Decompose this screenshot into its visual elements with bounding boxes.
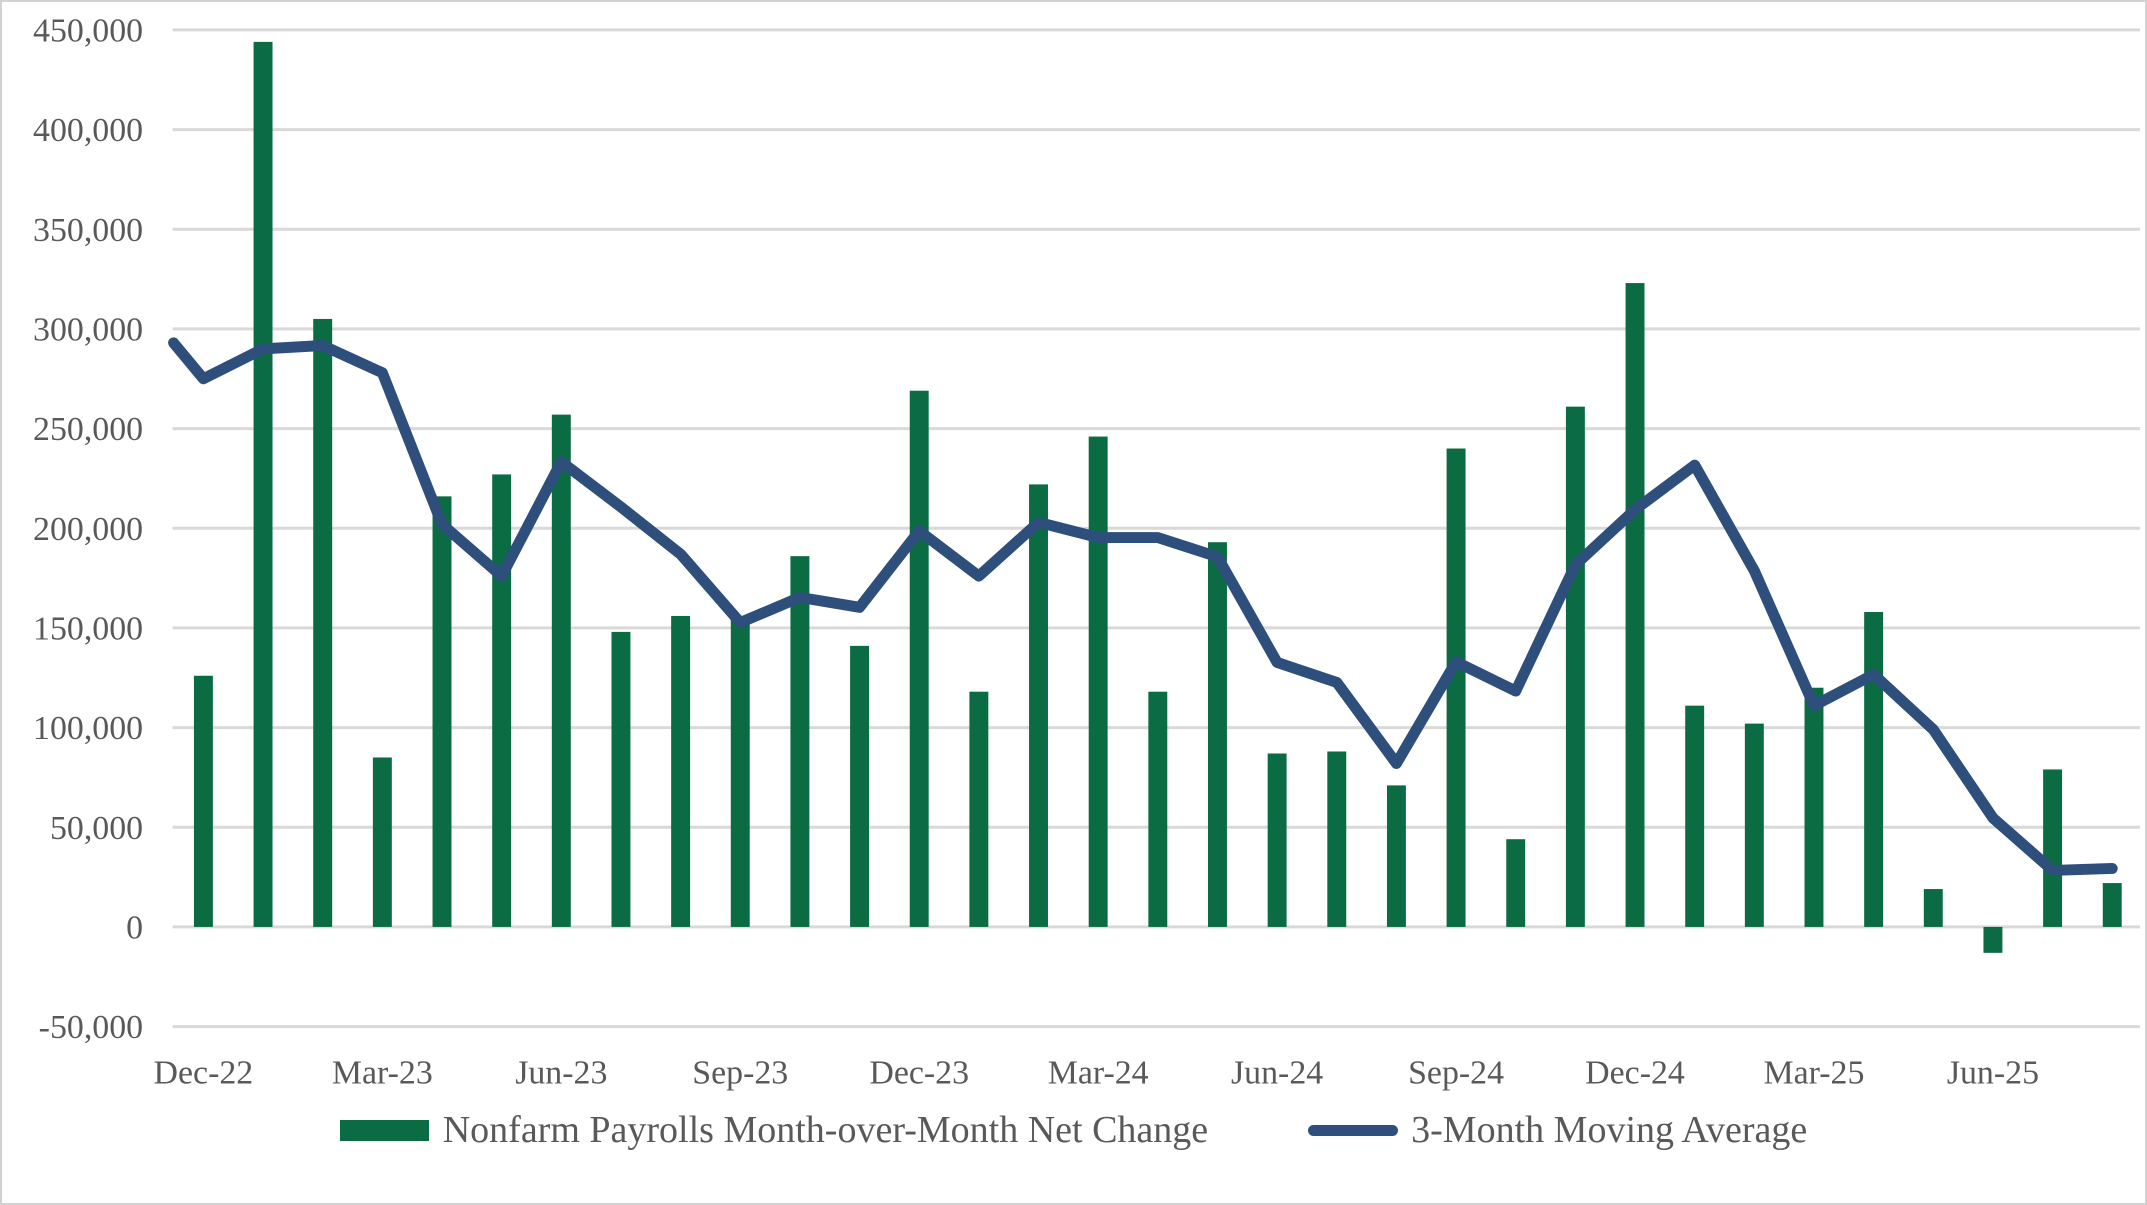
y-axis-tick-label: 300,000 bbox=[33, 311, 143, 348]
bar-Jan-24 bbox=[969, 691, 989, 927]
y-axis-tick-label: -50,000 bbox=[39, 1009, 143, 1046]
bar-Feb-23 bbox=[313, 318, 333, 927]
bar-Sep-23 bbox=[730, 619, 750, 927]
bar-Oct-23 bbox=[790, 556, 810, 927]
x-axis-tick-label: Sep-23 bbox=[692, 1054, 788, 1091]
bar-Mar-24 bbox=[1088, 436, 1108, 927]
moving-average-line bbox=[168, 337, 2118, 876]
bar-Jul-24 bbox=[1327, 751, 1347, 927]
bar-Feb-24 bbox=[1029, 484, 1048, 927]
x-axis-tick-label: Dec-23 bbox=[869, 1054, 969, 1091]
bar-Jul-23 bbox=[611, 631, 631, 927]
bar-Jan-25 bbox=[1685, 705, 1705, 927]
bar-Oct-24 bbox=[1506, 839, 1526, 927]
x-axis-tick-label: Jun-23 bbox=[515, 1054, 607, 1091]
bar-Aug-24 bbox=[1386, 785, 1406, 927]
bar-Jun-23 bbox=[551, 414, 571, 927]
bar-Mar-23 bbox=[372, 757, 392, 927]
x-axis-tick-label: Mar-23 bbox=[332, 1054, 433, 1091]
bar-Nov-24 bbox=[1565, 406, 1585, 927]
bar-Apr-25 bbox=[1864, 611, 1884, 927]
x-axis-tick-label: Mar-24 bbox=[1048, 1054, 1149, 1091]
bar-Feb-25 bbox=[1744, 723, 1764, 927]
bar-Aug-23 bbox=[671, 615, 691, 927]
x-axis-tick-label: Dec-24 bbox=[1585, 1054, 1685, 1091]
x-axis-tick-label: Sep-24 bbox=[1408, 1054, 1504, 1091]
x-axis-tick-label: Dec-22 bbox=[154, 1054, 254, 1091]
bar-Jul-25 bbox=[2043, 769, 2063, 927]
y-axis-tick-label: 200,000 bbox=[33, 511, 143, 548]
y-axis-tick-label: 100,000 bbox=[33, 710, 143, 747]
y-axis-tick-label: 450,000 bbox=[33, 12, 143, 49]
x-axis-tick-label: Mar-25 bbox=[1764, 1054, 1865, 1091]
y-axis-tick-label: 50,000 bbox=[50, 810, 143, 847]
x-axis-tick-label: Jun-24 bbox=[1231, 1054, 1323, 1091]
bar-May-24 bbox=[1208, 542, 1227, 927]
bar-Mar-25 bbox=[1804, 687, 1824, 927]
bar-Apr-23 bbox=[432, 496, 452, 927]
bar-Nov-23 bbox=[850, 645, 870, 927]
bar-Jun-24 bbox=[1267, 753, 1287, 927]
bar-May-23 bbox=[492, 474, 512, 927]
bar-Dec-24 bbox=[1625, 283, 1645, 927]
y-axis-tick-label: 350,000 bbox=[33, 212, 143, 249]
y-axis-tick-label: 400,000 bbox=[33, 112, 143, 149]
bar-May-25 bbox=[1923, 889, 1943, 927]
bar-Sep-24 bbox=[1446, 448, 1466, 927]
bar-Jun-25 bbox=[1983, 926, 2003, 953]
bar-Dec-23 bbox=[909, 390, 929, 927]
bar-Jan-23 bbox=[253, 41, 273, 927]
bar-Apr-24 bbox=[1148, 691, 1168, 927]
x-axis-tick-label: Jun-25 bbox=[1947, 1054, 2039, 1091]
bar-Dec-22 bbox=[193, 675, 213, 927]
y-axis-tick-label: 250,000 bbox=[33, 411, 143, 448]
y-axis-tick-label: 0 bbox=[126, 909, 143, 946]
bar-Aug-25 bbox=[2102, 883, 2122, 927]
y-axis-tick-label: 150,000 bbox=[33, 610, 143, 647]
